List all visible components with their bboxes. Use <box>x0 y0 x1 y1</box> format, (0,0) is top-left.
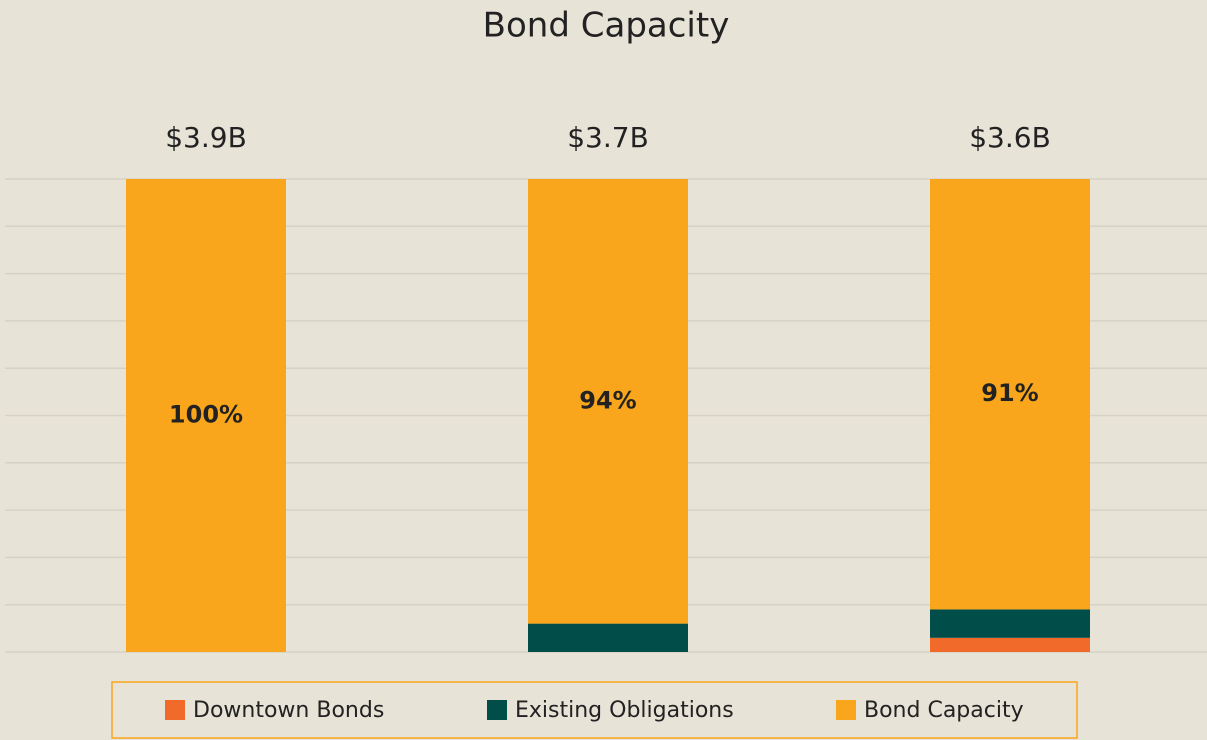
bar-segment <box>126 179 286 652</box>
legend-label: Downtown Bonds <box>193 698 384 723</box>
bar-segment <box>930 179 1090 610</box>
bar-segment <box>930 637 1090 652</box>
legend-label: Existing Obligations <box>515 698 734 723</box>
bar-segment <box>528 179 688 624</box>
total-label: $3.7B <box>567 121 649 154</box>
legend-swatch <box>836 700 856 720</box>
data-label: 91% <box>981 379 1038 407</box>
chart-title: Bond Capacity <box>483 6 730 46</box>
total-label: $3.6B <box>969 121 1051 154</box>
total-label: $3.9B <box>165 121 247 154</box>
legend-label: Bond Capacity <box>864 698 1024 723</box>
bar-segment <box>528 623 688 652</box>
legend-swatch <box>165 700 185 720</box>
data-label: 94% <box>579 386 636 414</box>
legend-box <box>111 681 1078 739</box>
data-label: 100% <box>169 401 243 429</box>
legend-swatch <box>487 700 507 720</box>
bar-segment <box>930 609 1090 638</box>
